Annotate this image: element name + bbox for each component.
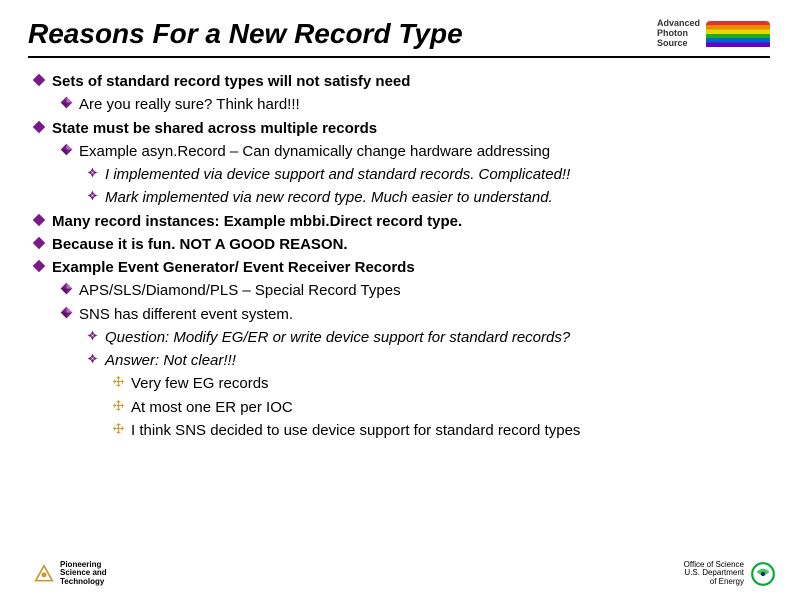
- bullet-text: Are you really sure? Think hard!!!: [79, 93, 300, 116]
- footer-right: Office of ScienceU.S. Departmentof Energ…: [684, 561, 776, 587]
- crosslet-bullet-icon: [112, 375, 125, 388]
- bullet-row: Answer: Not clear!!!: [28, 349, 770, 372]
- diamond-bullet-icon: [32, 259, 46, 273]
- footer: PioneeringScience andTechnology Office o…: [0, 561, 794, 587]
- maltese-cross-bullet-icon: [86, 166, 99, 179]
- bullet-row: At most one ER per IOC: [28, 396, 770, 419]
- bullet-row: Question: Modify EG/ER or write device s…: [28, 326, 770, 349]
- bullet-row: Very few EG records: [28, 372, 770, 395]
- bullet-text: SNS has different event system.: [79, 303, 293, 326]
- bullet-text: I think SNS decided to use device suppor…: [131, 419, 580, 442]
- bullet-text: Question: Modify EG/ER or write device s…: [105, 326, 570, 349]
- bullet-text: Example asyn.Record – Can dynamically ch…: [79, 140, 550, 163]
- bullet-row: APS/SLS/Diamond/PLS – Special Record Typ…: [28, 279, 770, 302]
- footer-left-text: PioneeringScience andTechnology: [60, 561, 107, 587]
- bullet-text: Many record instances: Example mbbi.Dire…: [52, 210, 462, 233]
- maltese-cross-bullet-icon: [86, 352, 99, 365]
- diamond-4color-bullet-icon: [60, 96, 73, 109]
- bullet-text: Answer: Not clear!!!: [105, 349, 236, 372]
- aps-rainbow-icon: [706, 21, 770, 47]
- bullet-row: Example Event Generator/ Event Receiver …: [28, 256, 770, 279]
- diamond-bullet-icon: [32, 73, 46, 87]
- aps-logo: AdvancedPhotonSource: [657, 19, 770, 49]
- footer-left: PioneeringScience andTechnology: [34, 561, 107, 587]
- crosslet-bullet-icon: [112, 399, 125, 412]
- bullet-row: Many record instances: Example mbbi.Dire…: [28, 210, 770, 233]
- maltese-cross-bullet-icon: [86, 329, 99, 342]
- bullet-text: State must be shared across multiple rec…: [52, 117, 377, 140]
- maltese-cross-bullet-icon: [86, 189, 99, 202]
- bullet-text: APS/SLS/Diamond/PLS – Special Record Typ…: [79, 279, 401, 302]
- bullet-row: Example asyn.Record – Can dynamically ch…: [28, 140, 770, 163]
- diamond-4color-bullet-icon: [60, 282, 73, 295]
- bullet-text: Because it is fun. NOT A GOOD REASON.: [52, 233, 348, 256]
- aps-logo-text: AdvancedPhotonSource: [657, 19, 700, 49]
- crosslet-bullet-icon: [112, 422, 125, 435]
- bullet-row: Mark implemented via new record type. Mu…: [28, 186, 770, 209]
- diamond-4color-bullet-icon: [60, 143, 73, 156]
- bullet-row: I implemented via device support and sta…: [28, 163, 770, 186]
- doe-icon: [750, 561, 776, 587]
- bullet-text: Example Event Generator/ Event Receiver …: [52, 256, 415, 279]
- page-title: Reasons For a New Record Type: [28, 18, 463, 50]
- bullet-row: SNS has different event system.: [28, 303, 770, 326]
- bullet-row: Are you really sure? Think hard!!!: [28, 93, 770, 116]
- bullet-text: Mark implemented via new record type. Mu…: [105, 186, 553, 209]
- bullet-text: Sets of standard record types will not s…: [52, 70, 410, 93]
- footer-right-text: Office of ScienceU.S. Departmentof Energ…: [684, 561, 744, 587]
- diamond-bullet-icon: [32, 213, 46, 227]
- bullet-row: Because it is fun. NOT A GOOD REASON.: [28, 233, 770, 256]
- diamond-4color-bullet-icon: [60, 306, 73, 319]
- argonne-icon: [34, 564, 54, 584]
- content-area: Sets of standard record types will not s…: [28, 70, 770, 442]
- bullet-text: At most one ER per IOC: [131, 396, 293, 419]
- bullet-text: Very few EG records: [131, 372, 269, 395]
- diamond-bullet-icon: [32, 236, 46, 250]
- title-row: Reasons For a New Record Type AdvancedPh…: [28, 18, 770, 58]
- diamond-bullet-icon: [32, 120, 46, 134]
- bullet-row: State must be shared across multiple rec…: [28, 117, 770, 140]
- bullet-text: I implemented via device support and sta…: [105, 163, 570, 186]
- bullet-row: I think SNS decided to use device suppor…: [28, 419, 770, 442]
- bullet-row: Sets of standard record types will not s…: [28, 70, 770, 93]
